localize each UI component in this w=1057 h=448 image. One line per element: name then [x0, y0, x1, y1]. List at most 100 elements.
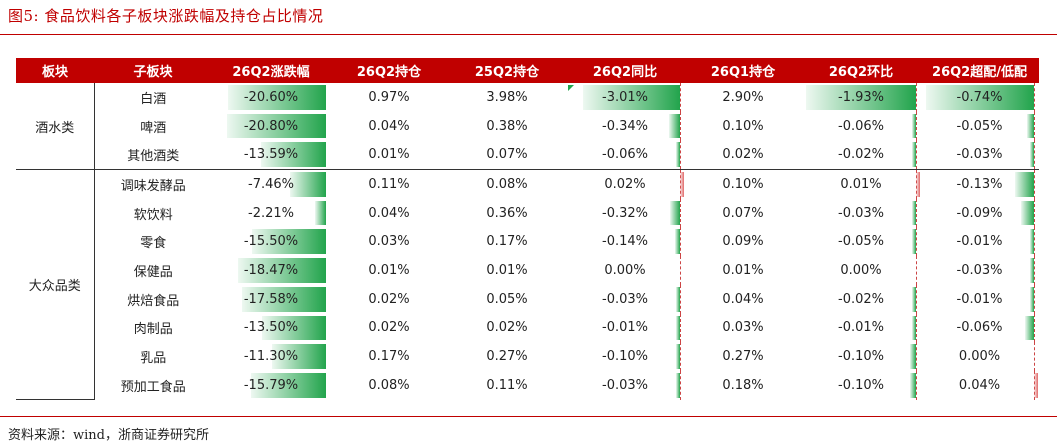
cell-value: 0.97% [368, 89, 410, 105]
cell-value: 0.10% [722, 118, 764, 134]
cell-value: 0.11% [486, 377, 528, 393]
h26q1-cell: 0.18% [684, 371, 802, 400]
subsector-cell: 肉制品 [133, 322, 173, 338]
cell-value: 0.18% [722, 377, 764, 393]
subsector-cell: 软饮料 [133, 207, 173, 223]
overweight-cell: -0.03% [920, 256, 1039, 285]
bar-overweight [1030, 229, 1034, 255]
cell-value: 0.11% [368, 176, 410, 192]
h26q2-cell: 0.01% [330, 140, 448, 171]
bottom-rule [0, 416, 1057, 417]
bar-chg [261, 142, 326, 168]
cell-value: 0.07% [722, 205, 764, 221]
header-overweight: 26Q2超配/低配 [920, 58, 1039, 83]
cell-value: 0.00% [604, 262, 646, 278]
cell-value: 0.00% [840, 262, 882, 278]
bar-qoq [910, 344, 916, 369]
h26q1-cell: 0.09% [684, 227, 802, 256]
yoy-cell: -0.06% [566, 140, 684, 171]
zero-axis [1034, 256, 1035, 285]
cell-value: -0.03% [956, 262, 1003, 278]
bar-chg [261, 315, 326, 341]
zero-axis [916, 227, 917, 257]
cell-value: 0.27% [722, 349, 764, 365]
cell-value: 0.17% [486, 234, 528, 250]
h25q2-cell: 0.05% [448, 285, 566, 314]
cell-value: 0.38% [486, 118, 528, 134]
table-row: 烘焙食品 -17.58% 0.02% 0.05% -0.03% 0.04% -0.02% -0… [16, 284, 1039, 314]
yoy-cell: -0.03% [566, 284, 684, 314]
zero-axis [916, 284, 917, 314]
h25q2-cell: 3.98% [448, 83, 566, 112]
zero-axis [680, 256, 681, 285]
subsector-cell: 调味发酵品 [120, 178, 186, 194]
zero-axis [680, 198, 681, 228]
bar-yoy [676, 142, 680, 168]
cell-value: -0.06% [602, 147, 648, 163]
cell-value: 0.01% [368, 147, 410, 163]
bar-chg [250, 372, 326, 398]
cell-value: -0.03% [956, 147, 1003, 163]
cell-value: -0.06% [956, 320, 1003, 336]
overweight-cell: -0.03% [920, 140, 1039, 171]
zero-axis [680, 342, 681, 371]
table-row: 其他酒类 -13.59% 0.01% 0.07% -0.06% 0.02% -0.02% -0… [16, 140, 1039, 171]
table-row: 肉制品 -13.50% 0.02% 0.02% -0.01% 0.03% -0.01% -0.… [16, 313, 1039, 343]
overweight-cell: 0.00% [920, 342, 1039, 371]
cell-value: -0.14% [602, 234, 648, 250]
table-row: 酒水类 白酒 -20.60% 0.97% 3.98% -3.01% 2.90% -1.93% -… [16, 83, 1039, 171]
qoq-cell: -0.03% [802, 198, 920, 228]
cell-value: 0.02% [368, 320, 410, 336]
h26q1-cell: 0.27% [684, 342, 802, 371]
qoq-cell: 0.00% [802, 256, 920, 285]
zero-axis [1034, 170, 1035, 199]
h26q2-cell: 0.04% [330, 112, 448, 141]
overweight-cell: -0.09% [920, 198, 1039, 228]
overweight-cell: -0.06% [920, 313, 1039, 343]
zero-axis [680, 140, 681, 170]
bar-overweight [1026, 113, 1034, 139]
bar-overweight [1015, 172, 1034, 197]
cell-value: -0.10% [838, 349, 884, 365]
header-h25q2: 25Q2持仓 [448, 58, 566, 83]
zero-axis [680, 111, 681, 141]
header-row: 板块 子板块 26Q2涨跌幅 26Q2持仓 25Q2持仓 26Q2同比 26Q1… [16, 58, 1039, 83]
chg-cell: -18.47% [212, 256, 330, 285]
cell-value: -20.80% [243, 118, 299, 134]
subsector-cell: 其他酒类 [94, 140, 212, 171]
bar-overweight [1020, 200, 1034, 226]
qoq-cell: -0.02% [802, 140, 920, 171]
h25q2-cell: 0.11% [448, 371, 566, 400]
bar-yoy [669, 200, 680, 226]
cell-value: 0.01% [840, 176, 882, 192]
cell-value: -0.05% [838, 234, 884, 250]
zero-axis [680, 284, 681, 314]
table-row: 啤酒 -20.80% 0.04% 0.38% -0.34% 0.10% -0.06% -0.0… [16, 111, 1039, 141]
yoy-cell: -0.01% [566, 313, 684, 343]
cell-value: -0.32% [602, 205, 648, 221]
header-h26q2: 26Q2持仓 [330, 58, 448, 83]
bar-qoq [806, 85, 916, 110]
cell-value: 0.27% [486, 349, 528, 365]
bar-overweight [1029, 258, 1034, 283]
bar-yoy [676, 344, 680, 369]
overweight-cell: -0.05% [920, 111, 1039, 141]
h26q2-cell: 0.04% [330, 199, 448, 228]
bar-qoq [912, 113, 916, 139]
yoy-cell: -0.03% [566, 370, 684, 400]
cell-value: -0.10% [602, 349, 648, 365]
header-yoy: 26Q2同比 [566, 58, 684, 83]
bar-yoy [675, 229, 680, 255]
h26q1-cell: 0.10% [684, 170, 802, 199]
bar-overweight [1029, 142, 1034, 168]
cell-value: -0.02% [838, 291, 884, 307]
table-row: 保健品 -18.47% 0.01% 0.01% 0.00% 0.01% 0.00% -0.03… [16, 256, 1039, 285]
cell-value: 0.07% [486, 147, 528, 163]
bar-overweight [926, 85, 1034, 110]
cell-value: 0.03% [368, 234, 410, 250]
header-h26q1: 26Q1持仓 [684, 58, 802, 83]
cell-value: 3.98% [486, 89, 528, 105]
chg-cell: -20.80% [212, 112, 330, 141]
subsector-cell: 零食 [140, 236, 167, 252]
bar-chg [272, 344, 326, 369]
